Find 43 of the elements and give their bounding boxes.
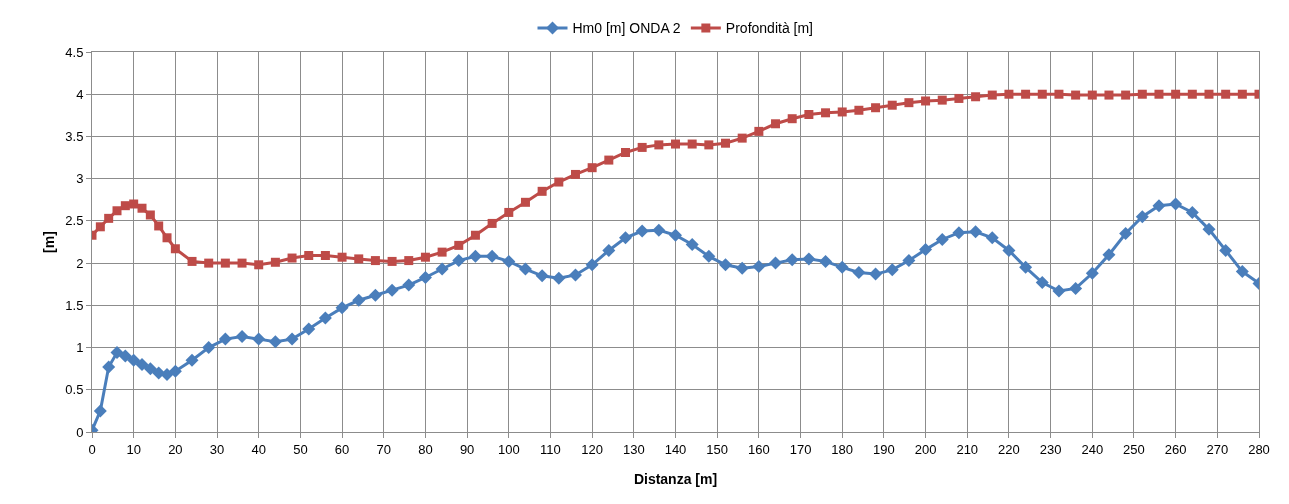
- x-tick-label: 200: [914, 441, 937, 457]
- x-tick-label: 260: [1164, 441, 1187, 457]
- x-tick-label: 60: [334, 441, 350, 457]
- x-tick-label: 280: [1248, 441, 1270, 457]
- x-tick-label: 170: [789, 441, 812, 457]
- x-tick-label: 150: [706, 441, 729, 457]
- x-tick-label: 50: [293, 441, 308, 457]
- y-tick-label: 4.5: [65, 44, 84, 60]
- legend-label: Hm0 [m] ONDA 2: [572, 20, 681, 37]
- x-axis-title: Distanza [m]: [633, 471, 718, 487]
- y-tick-label: 2.5: [65, 213, 84, 229]
- y-tick-label: 2: [76, 255, 84, 271]
- x-tick-label: 130: [622, 441, 645, 457]
- y-tick-label: 3: [76, 171, 84, 187]
- legend-label: Profondità [m]: [725, 20, 813, 37]
- x-tick-label: 270: [1206, 441, 1229, 457]
- x-tick-label: 40: [251, 441, 266, 457]
- x-tick-label: 110: [540, 441, 561, 457]
- x-tick-label: 10: [126, 441, 141, 457]
- x-tick-label: 30: [209, 441, 225, 457]
- x-tick-label: 140: [664, 441, 687, 457]
- x-tick-label: 100: [497, 441, 520, 457]
- x-tick-label: 210: [956, 441, 979, 457]
- x-tick-label: 220: [998, 441, 1020, 457]
- x-tick-label: 90: [459, 441, 475, 457]
- y-axis-title: [m]: [41, 231, 57, 253]
- y-tick-label: 4: [76, 86, 84, 102]
- x-tick-label: 240: [1081, 441, 1104, 457]
- x-tick-label: 20: [168, 441, 183, 457]
- x-tick-label: 120: [581, 441, 603, 457]
- x-tick-label: 250: [1123, 441, 1145, 457]
- x-tick-label: 80: [418, 441, 433, 457]
- x-tick-label: 160: [748, 441, 770, 457]
- x-tick-label: 190: [873, 441, 895, 457]
- x-tick-label: 0: [88, 441, 96, 457]
- y-tick-label: 0.5: [65, 382, 84, 398]
- y-tick-label: 1: [76, 340, 84, 356]
- y-tick-label: 1.5: [65, 297, 84, 313]
- x-tick-label: 70: [376, 441, 391, 457]
- y-tick-label: 0: [76, 424, 84, 440]
- x-tick-label: 180: [831, 441, 854, 457]
- y-tick-label: 3.5: [65, 128, 84, 144]
- x-tick-label: 230: [1039, 441, 1062, 457]
